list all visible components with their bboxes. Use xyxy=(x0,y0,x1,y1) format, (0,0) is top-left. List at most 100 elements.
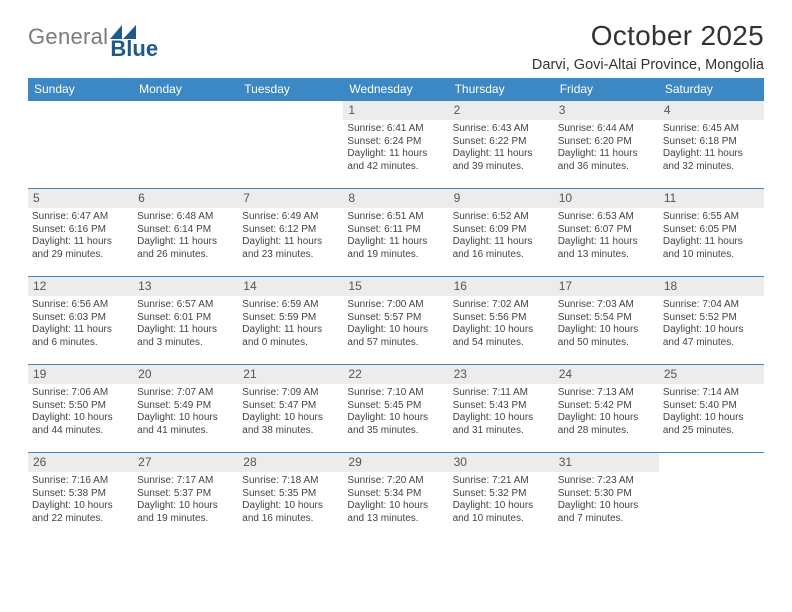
day-number: 30 xyxy=(449,453,554,472)
calendar-day-cell xyxy=(28,101,133,189)
daylight-line: Daylight: 11 hours and 13 minutes. xyxy=(558,236,655,261)
sunrise-line: Sunrise: 6:53 AM xyxy=(558,211,655,224)
sunset-line: Sunset: 5:42 PM xyxy=(558,400,655,413)
calendar-day-cell: 14 Sunrise: 6:59 AMSunset: 5:59 PMDayligh… xyxy=(238,277,343,365)
day-number: 31 xyxy=(554,453,659,472)
sunrise-line: Sunrise: 7:23 AM xyxy=(558,475,655,488)
weekday-header: Friday xyxy=(554,78,659,101)
sunrise-line: Sunrise: 7:02 AM xyxy=(453,299,550,312)
daylight-line: Daylight: 10 hours and 44 minutes. xyxy=(32,412,129,437)
sunset-line: Sunset: 6:24 PM xyxy=(347,136,444,149)
sunrise-line: Sunrise: 6:56 AM xyxy=(32,299,129,312)
sunrise-line: Sunrise: 7:00 AM xyxy=(347,299,444,312)
sunset-line: Sunset: 6:03 PM xyxy=(32,312,129,325)
calendar-day-cell: 10Sunrise: 6:53 AMSunset: 6:07 PMDayligh… xyxy=(554,189,659,277)
sunset-line: Sunset: 6:12 PM xyxy=(242,224,339,237)
day-number: 2 xyxy=(449,101,554,120)
sunset-line: Sunset: 5:34 PM xyxy=(347,488,444,501)
sunrise-line: Sunrise: 7:17 AM xyxy=(137,475,234,488)
daylight-line: Daylight: 11 hours and 0 minutes. xyxy=(242,324,339,349)
sunrise-line: Sunrise: 6:59 AM xyxy=(242,299,339,312)
daylight-line: Daylight: 11 hours and 19 minutes. xyxy=(347,236,444,261)
day-number: 23 xyxy=(449,365,554,384)
calendar-day-cell: 19Sunrise: 7:06 AMSunset: 5:50 PMDayligh… xyxy=(28,365,133,453)
calendar-day-cell: 7Sunrise: 6:49 AMSunset: 6:12 PMDaylight… xyxy=(238,189,343,277)
sunset-line: Sunset: 5:56 PM xyxy=(453,312,550,325)
day-number: 19 xyxy=(28,365,133,384)
sunrise-line: Sunrise: 6:41 AM xyxy=(347,123,444,136)
sunrise-line: Sunrise: 7:21 AM xyxy=(453,475,550,488)
calendar-day-cell: 23 Sunrise: 7:11 AMSunset: 5:43 PMDayligh… xyxy=(449,365,554,453)
calendar-week-row: 12 Sunrise: 6:56 AMSunset: 6:03 PM Dayligh… xyxy=(28,277,764,365)
weekday-header: Wednesday xyxy=(343,78,448,101)
sunset-line: Sunset: 6:11 PM xyxy=(347,224,444,237)
day-number: 12 xyxy=(28,277,133,296)
calendar-day-cell xyxy=(659,453,764,541)
day-number: 16 xyxy=(449,277,554,296)
sunset-line: Sunset: 6:09 PM xyxy=(453,224,550,237)
calendar-day-cell: 6Sunrise: 6:48 AMSunset: 6:14 PMDaylight… xyxy=(133,189,238,277)
daylight-line: Daylight: 10 hours and 57 minutes. xyxy=(347,324,444,349)
sunset-line: Sunset: 6:16 PM xyxy=(32,224,129,237)
daylight-line: Daylight: 10 hours and 41 minutes. xyxy=(137,412,234,437)
calendar-day-cell: 5Sunrise: 6:47 AMSunset: 6:16 PMDaylight… xyxy=(28,189,133,277)
weekday-header: Sunday xyxy=(28,78,133,101)
calendar-day-cell: 2Sunrise: 6:43 AMSunset: 6:22 PMDaylight… xyxy=(449,101,554,189)
sunrise-line: Sunrise: 6:48 AM xyxy=(137,211,234,224)
sunrise-line: Sunrise: 7:18 AM xyxy=(242,475,339,488)
calendar-day-cell: 24Sunrise: 7:13 AMSunset: 5:42 PMDayligh… xyxy=(554,365,659,453)
calendar-day-cell: 15Sunrise: 7:00 AMSunset: 5:57 PMDayligh… xyxy=(343,277,448,365)
sunrise-line: Sunrise: 7:04 AM xyxy=(663,299,760,312)
calendar-week-row: 1 Sunrise: 6:41 AMSunset: 6:24 PM Daylight… xyxy=(28,101,764,189)
sunrise-line: Sunrise: 7:03 AM xyxy=(558,299,655,312)
day-number: 1 xyxy=(343,101,448,120)
daylight-line: Daylight: 11 hours and 32 minutes. xyxy=(663,148,760,173)
calendar-day-cell: 17Sunrise: 7:03 AMSunset: 5:54 PMDayligh… xyxy=(554,277,659,365)
calendar-day-cell xyxy=(133,101,238,189)
sunset-line: Sunset: 6:07 PM xyxy=(558,224,655,237)
daylight-line: Daylight: 10 hours and 31 minutes. xyxy=(453,412,550,437)
sunrise-line: Sunrise: 6:51 AM xyxy=(347,211,444,224)
sunset-line: Sunset: 6:14 PM xyxy=(137,224,234,237)
daylight-line: Daylight: 10 hours and 10 minutes. xyxy=(453,500,550,525)
sunset-line: Sunset: 5:43 PM xyxy=(453,400,550,413)
day-number: 4 xyxy=(659,101,764,120)
day-number: 8 xyxy=(343,189,448,208)
daylight-line: Daylight: 10 hours and 13 minutes. xyxy=(347,500,444,525)
sunset-line: Sunset: 5:30 PM xyxy=(558,488,655,501)
sunset-line: Sunset: 5:59 PM xyxy=(242,312,339,325)
daylight-line: Daylight: 10 hours and 16 minutes. xyxy=(242,500,339,525)
day-number: 21 xyxy=(238,365,343,384)
calendar-day-cell: 18Sunrise: 7:04 AMSunset: 5:52 PMDayligh… xyxy=(659,277,764,365)
location-line: Darvi, Govi-Altai Province, Mongolia xyxy=(532,57,764,73)
calendar-day-cell: 31 Sunrise: 7:23 AMSunset: 5:30 PMDayligh… xyxy=(554,453,659,541)
day-number: 15 xyxy=(343,277,448,296)
sunset-line: Sunset: 6:20 PM xyxy=(558,136,655,149)
sunrise-line: Sunrise: 7:14 AM xyxy=(663,387,760,400)
calendar-day-cell xyxy=(238,101,343,189)
day-number: 14 xyxy=(238,277,343,296)
daylight-line: Daylight: 11 hours and 39 minutes. xyxy=(453,148,550,173)
page-title: October 2025 xyxy=(591,20,764,52)
daylight-line: Daylight: 10 hours and 38 minutes. xyxy=(242,412,339,437)
sunset-line: Sunset: 5:32 PM xyxy=(453,488,550,501)
sunrise-line: Sunrise: 6:49 AM xyxy=(242,211,339,224)
day-number: 9 xyxy=(449,189,554,208)
day-number: 5 xyxy=(28,189,133,208)
day-number: 7 xyxy=(238,189,343,208)
calendar-day-cell: 27Sunrise: 7:17 AMSunset: 5:37 PMDayligh… xyxy=(133,453,238,541)
calendar-day-cell: 3Sunrise: 6:44 AMSunset: 6:20 PMDaylight… xyxy=(554,101,659,189)
sunrise-line: Sunrise: 6:47 AM xyxy=(32,211,129,224)
brand-logo: General Blue xyxy=(28,24,158,60)
calendar-day-cell: 11Sunrise: 6:55 AMSunset: 6:05 PMDayligh… xyxy=(659,189,764,277)
day-number: 27 xyxy=(133,453,238,472)
calendar-day-cell: 28Sunrise: 7:18 AMSunset: 5:35 PMDayligh… xyxy=(238,453,343,541)
calendar-day-cell: 13Sunrise: 6:57 AMSunset: 6:01 PMDayligh… xyxy=(133,277,238,365)
daylight-line: Daylight: 11 hours and 3 minutes. xyxy=(137,324,234,349)
sunrise-line: Sunrise: 7:20 AM xyxy=(347,475,444,488)
sunrise-line: Sunrise: 6:52 AM xyxy=(453,211,550,224)
day-number: 17 xyxy=(554,277,659,296)
daylight-line: Daylight: 10 hours and 7 minutes. xyxy=(558,500,655,525)
day-number: 6 xyxy=(133,189,238,208)
sunrise-line: Sunrise: 7:11 AM xyxy=(453,387,550,400)
